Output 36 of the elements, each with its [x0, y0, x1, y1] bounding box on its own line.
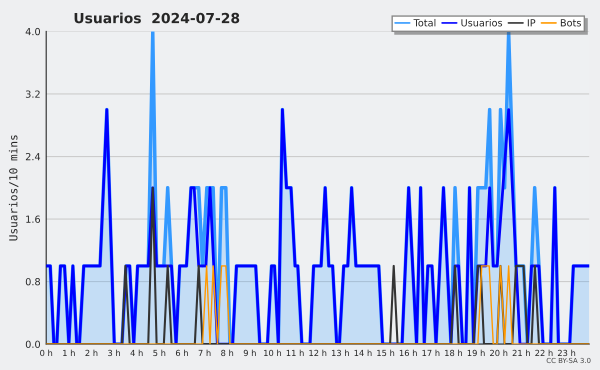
x-tick-label: 18 h: [445, 350, 462, 356]
x-tick-label: 7 h: [198, 350, 210, 356]
x-tick-label: 5 h: [153, 350, 166, 356]
legend-label: Total: [414, 18, 436, 26]
x-tick-label: 20 h: [490, 350, 508, 356]
legend-label: Bots: [560, 19, 581, 26]
y-tick-label: 2.4: [26, 152, 40, 160]
x-tick-label: 21 h: [512, 350, 530, 356]
legend-label: IP: [528, 19, 536, 26]
y-tick-label: 1.6: [26, 216, 40, 223]
x-tick-label: 12 h: [309, 350, 326, 356]
x-tick-label: 13 h: [332, 350, 349, 356]
x-tick-label: 19 h: [468, 350, 485, 356]
y-tick-label: 0.8: [26, 278, 40, 286]
legend-label: Usuarios: [461, 18, 502, 26]
x-tick-label: 11 h: [286, 350, 304, 356]
x-tick-label: 9 h: [244, 350, 256, 356]
y-tick-label: 0.0: [26, 340, 40, 348]
x-tick-label: 8 h: [221, 350, 234, 356]
x-tick-label: 3 h: [108, 350, 120, 356]
x-tick-label: 22 h: [535, 350, 553, 356]
x-tick-label: 23 h: [558, 350, 576, 356]
y-axis-title: Usuarios/10 mins: [8, 135, 18, 240]
x-tick-label: 1 h: [63, 350, 75, 356]
x-tick-label: 4 h: [130, 350, 143, 356]
y-tick-label: 3.2: [26, 90, 40, 98]
x-tick-label: 6 h: [176, 350, 188, 356]
x-tick-label: 2 h: [85, 350, 98, 356]
x-tick-label: 0 h: [40, 350, 52, 356]
x-tick-label: 10 h: [264, 350, 282, 356]
y-tick-label: 4.0: [26, 28, 40, 36]
x-tick-label: 16 h: [400, 350, 417, 356]
x-tick-label: 15 h: [377, 350, 394, 356]
x-tick-label: 17 h: [422, 350, 440, 356]
chart-title: Usuarios 2024-07-28: [74, 12, 240, 24]
x-tick-label: 14 h: [354, 350, 372, 356]
